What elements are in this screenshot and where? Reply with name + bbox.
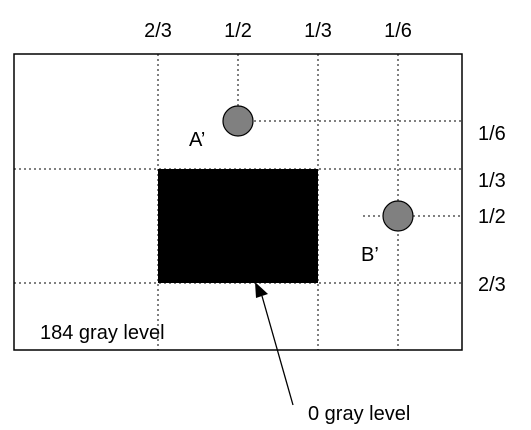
top-tick-label-1: 2/3 [144,20,172,42]
background-gray-level-label: 184 gray level [40,322,165,344]
top-tick-label-4: 1/6 [384,20,412,42]
point-b-marker [382,200,414,232]
right-tick-label-2: 1/3 [478,170,506,192]
top-tick-label-3: 1/3 [304,20,332,42]
point-b-label: B’ [361,244,379,266]
point-a-marker [222,105,254,137]
right-tick-label-1: 1/6 [478,123,506,145]
top-tick-label-2: 1/2 [224,20,252,42]
right-tick-label-4: 2/3 [478,274,506,296]
right-tick-label-3: 1/2 [478,206,506,228]
pointer-arrow-line [261,295,294,406]
square-gray-level-label: 0 gray level [308,403,410,425]
pointer-arrow-head [255,282,268,298]
point-a-label: A’ [189,129,205,151]
dark-square [158,169,318,283]
